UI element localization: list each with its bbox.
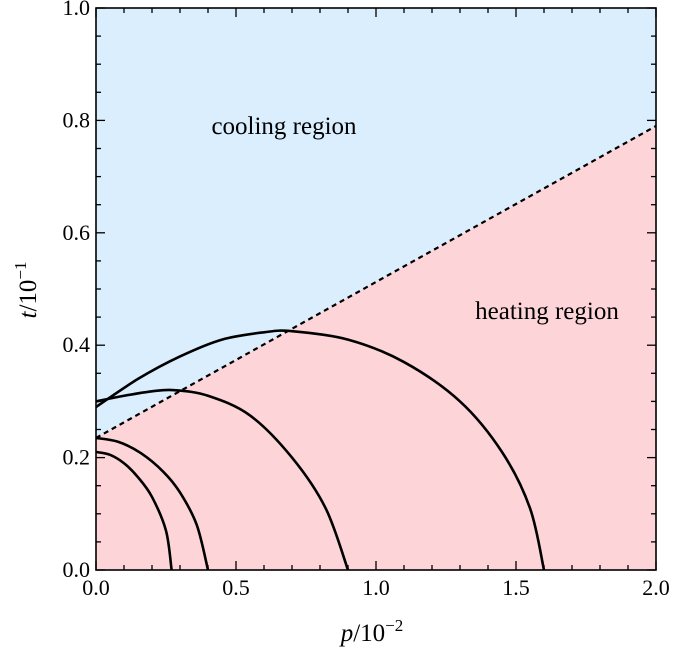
region-fills — [96, 8, 656, 571]
curve-4 — [96, 329, 546, 570]
x-axis-label: p/10−2 — [339, 616, 404, 647]
y-tick-label: 0.6 — [63, 220, 91, 245]
y-tick-label: 0.2 — [63, 445, 91, 470]
y-axis-base: /10 — [15, 280, 42, 312]
y-axis-var: t — [15, 311, 42, 319]
y-axis-label: t/10−1 — [11, 262, 42, 319]
x-tick-label: 1.0 — [362, 575, 390, 600]
curve-3 — [96, 388, 350, 570]
x-tick-label: 0.5 — [222, 575, 250, 600]
cooling-region-label: cooling region — [211, 113, 357, 140]
curve-1 — [96, 450, 173, 570]
axis-ticks — [95, 7, 657, 571]
y-tick-label: 1.0 — [63, 0, 91, 20]
cooling-region-fill — [96, 8, 656, 438]
y-tick-label: 0.0 — [63, 557, 91, 582]
curve-2 — [96, 436, 210, 570]
y-axis-exp: −1 — [11, 262, 30, 280]
x-tick-label: 2.0 — [642, 575, 670, 600]
data-curves — [96, 329, 546, 570]
x-axis-var: p — [339, 620, 354, 647]
y-tick-label: 0.8 — [63, 107, 91, 132]
x-tick-label: 1.5 — [502, 575, 530, 600]
heating-region-label: heating region — [475, 298, 619, 325]
x-axis-exp: −2 — [385, 616, 403, 635]
y-tick-label: 0.4 — [63, 332, 91, 357]
x-axis-base: /10 — [353, 620, 385, 647]
x-tick-label: 0.0 — [82, 575, 110, 600]
tick-labels: 0.0 0.5 1.0 1.5 2.0 0.0 0.2 0.4 0.6 0.8 1.0 — [63, 0, 670, 600]
boundary-dashed-line — [95, 125, 657, 439]
